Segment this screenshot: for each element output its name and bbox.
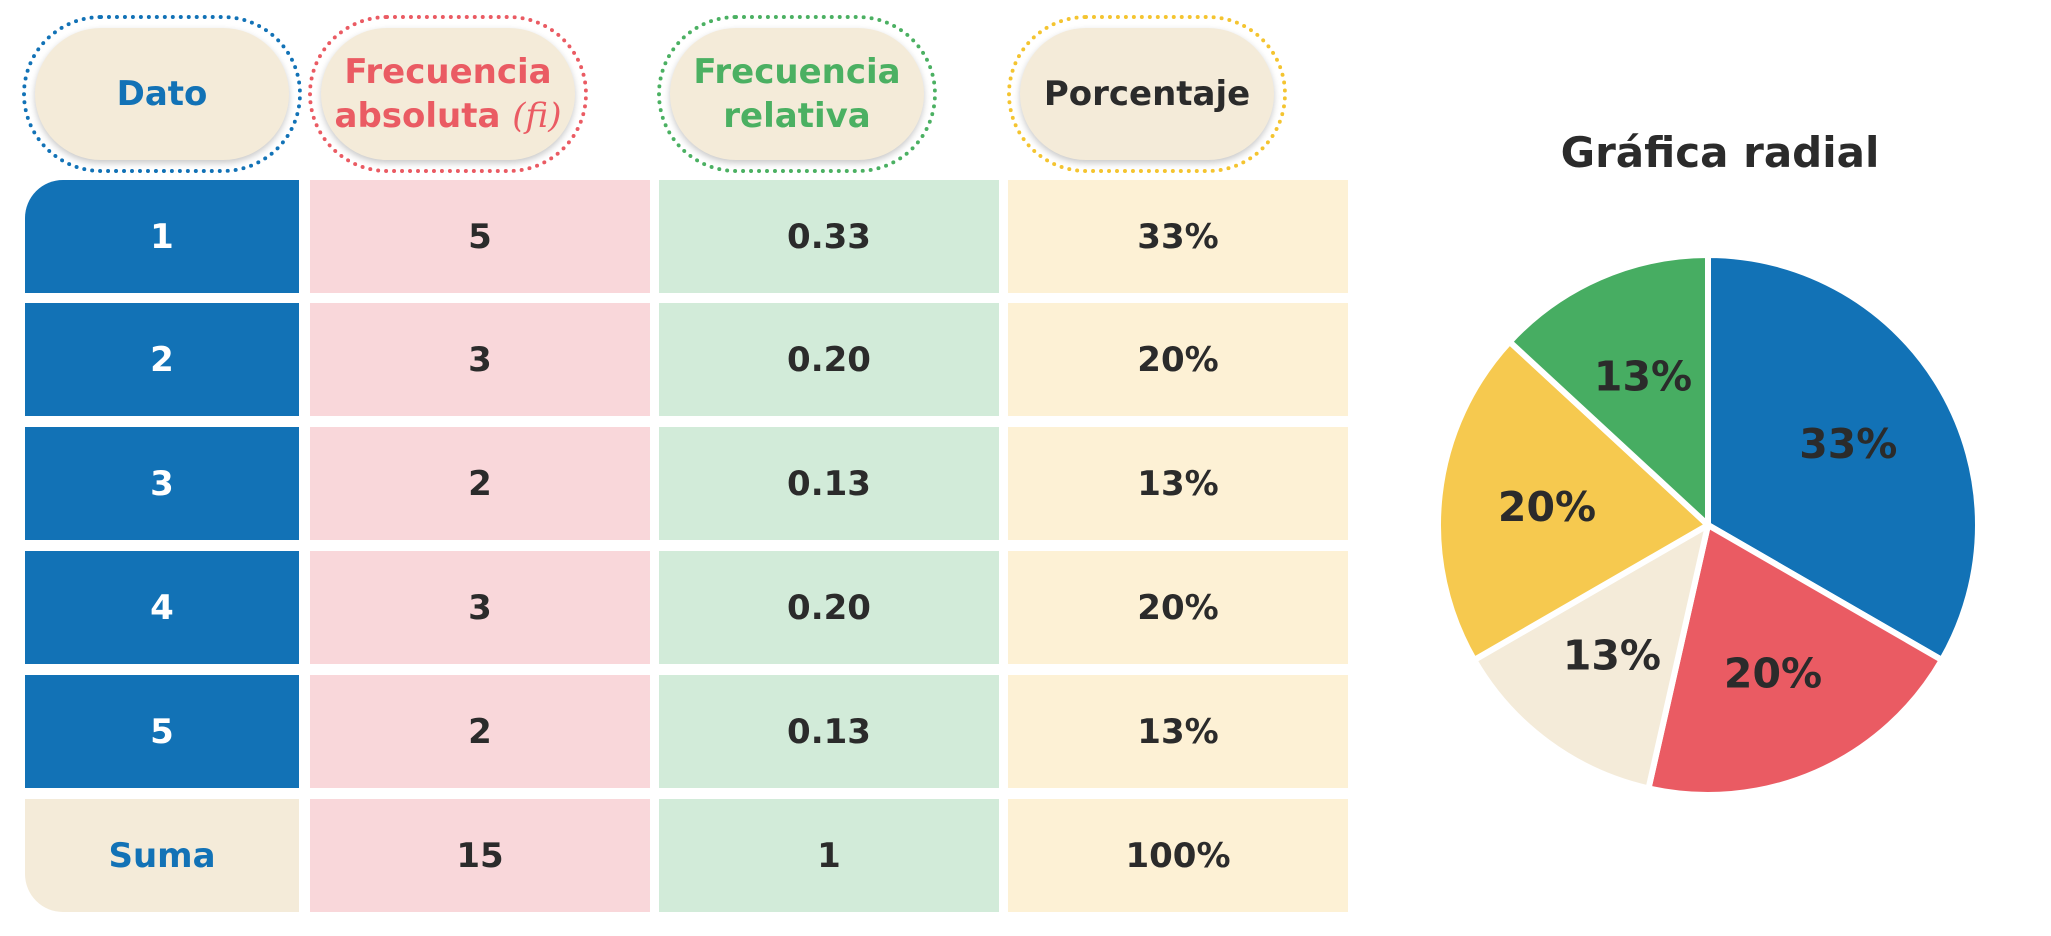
pie-slice-4 bbox=[1435, 338, 1711, 663]
table-cell-frecuencia-absoluta: 5 bbox=[310, 180, 650, 293]
cell-text: 13% bbox=[1137, 711, 1219, 752]
table-cell-dato: 1 bbox=[25, 180, 299, 293]
pie-label-4: 20% bbox=[1498, 483, 1596, 531]
cell-text: 33% bbox=[1137, 216, 1219, 257]
table-cell-frecuencia-relativa: 0.20 bbox=[659, 551, 999, 664]
header-fa-math: (fi) bbox=[512, 96, 562, 136]
table-cell-frecuencia-absoluta: 3 bbox=[310, 551, 650, 664]
pie-slice-2 bbox=[1645, 522, 1945, 798]
pie-slice-3 bbox=[1471, 522, 1711, 792]
cell-text: 2 bbox=[468, 463, 492, 504]
pie-slice-1 bbox=[1705, 252, 1981, 663]
pie-label-5: 13% bbox=[1594, 353, 1692, 401]
table-cell-porcentaje: 13% bbox=[1008, 675, 1348, 788]
cell-text: 2 bbox=[150, 339, 174, 380]
cell-text: 3 bbox=[468, 587, 492, 628]
cell-text: 20% bbox=[1137, 339, 1219, 380]
table-cell-porcentaje: 20% bbox=[1008, 303, 1348, 416]
table-cell-dato: 3 bbox=[25, 427, 299, 540]
cell-text: 4 bbox=[150, 587, 174, 628]
table-cell-dato: 5 bbox=[25, 675, 299, 788]
header-fr-line2: relativa bbox=[723, 96, 871, 136]
cell-text: 13% bbox=[1137, 463, 1219, 504]
table-cell-porcentaje: 100% bbox=[1008, 799, 1348, 912]
pie-slice-5 bbox=[1506, 252, 1711, 528]
cell-text: 5 bbox=[150, 711, 174, 752]
table-cell-frecuencia-relativa: 1 bbox=[659, 799, 999, 912]
header-porcentaje-label: Porcentaje bbox=[1043, 73, 1251, 114]
cell-text: 0.13 bbox=[787, 711, 871, 752]
table-cell-frecuencia-relativa: 0.13 bbox=[659, 427, 999, 540]
cell-text: 0.20 bbox=[787, 339, 871, 380]
header-dato: Dato bbox=[22, 15, 302, 173]
table-cell-frecuencia-relativa: 0.13 bbox=[659, 675, 999, 788]
chart-title: Gráfica radial bbox=[1560, 128, 1880, 177]
cell-text: 5 bbox=[468, 216, 492, 257]
table-cell-frecuencia-absoluta: 2 bbox=[310, 675, 650, 788]
cell-text: 15 bbox=[456, 835, 504, 876]
table-cell-porcentaje: 33% bbox=[1008, 180, 1348, 293]
cell-text: 100% bbox=[1125, 835, 1231, 876]
cell-text: 3 bbox=[468, 339, 492, 380]
pie-chart: 33% 20% 13% 20% 13% bbox=[1435, 252, 1981, 798]
cell-text: 20% bbox=[1137, 587, 1219, 628]
table-cell-suma: Suma bbox=[25, 799, 299, 912]
header-porcentaje: Porcentaje bbox=[1007, 15, 1287, 173]
table-cell-dato: 4 bbox=[25, 551, 299, 664]
cell-text: 0.13 bbox=[787, 463, 871, 504]
table-cell-porcentaje: 20% bbox=[1008, 551, 1348, 664]
cell-text: 1 bbox=[150, 216, 174, 257]
cell-text: 0.33 bbox=[787, 216, 871, 257]
cell-text: 1 bbox=[817, 835, 841, 876]
header-fr-line1: Frecuencia bbox=[693, 51, 901, 92]
header-frecuencia-relativa: Frecuencia relativa bbox=[657, 15, 937, 173]
cell-text: 0.20 bbox=[787, 587, 871, 628]
cell-text: 3 bbox=[150, 463, 174, 504]
table-cell-frecuencia-relativa: 0.20 bbox=[659, 303, 999, 416]
table-cell-frecuencia-absoluta: 2 bbox=[310, 427, 650, 540]
table-cell-frecuencia-absoluta: 15 bbox=[310, 799, 650, 912]
header-dato-label: Dato bbox=[116, 73, 208, 114]
table-cell-frecuencia-relativa: 0.33 bbox=[659, 180, 999, 293]
header-fa-line1: Frecuencia bbox=[344, 51, 552, 92]
header-fa-line2: absoluta bbox=[334, 96, 501, 136]
table-cell-frecuencia-absoluta: 3 bbox=[310, 303, 650, 416]
cell-text: Suma bbox=[108, 835, 216, 876]
cell-text: 2 bbox=[468, 711, 492, 752]
pie-label-3: 13% bbox=[1563, 632, 1661, 680]
table-cell-porcentaje: 13% bbox=[1008, 427, 1348, 540]
pie-label-2: 20% bbox=[1724, 649, 1822, 697]
header-frecuencia-absoluta: Frecuencia absoluta (fi) bbox=[308, 15, 588, 173]
table-cell-dato: 2 bbox=[25, 303, 299, 416]
pie-label-1: 33% bbox=[1799, 420, 1897, 468]
